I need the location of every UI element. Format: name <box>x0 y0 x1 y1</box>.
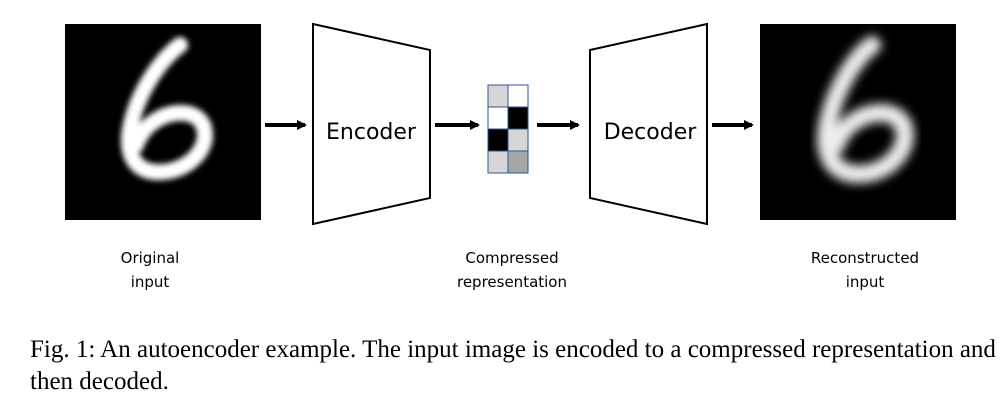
figure-caption: Fig. 1: An autoencoder example. The inpu… <box>30 336 996 395</box>
reconstructed-label-line2: input <box>846 273 885 291</box>
code-cell <box>507 150 529 174</box>
decoder-block: Decoder <box>589 22 708 226</box>
code-cell <box>507 128 529 152</box>
decoder-label: Decoder <box>604 120 698 145</box>
original-input-label-line1: Original <box>121 249 180 267</box>
code-cell <box>507 106 529 130</box>
digit-six-glyph-blurred <box>817 36 914 184</box>
encoder-label: Encoder <box>326 120 417 145</box>
encoder-block: Encoder <box>312 22 431 226</box>
original-input-label-line2: input <box>131 273 170 291</box>
code-cell <box>487 106 509 130</box>
digit-six-glyph <box>121 37 213 181</box>
original-input-image <box>65 24 261 220</box>
reconstructed-label-line1: Reconstructed <box>811 249 919 267</box>
compressed-label-line1: Compressed <box>465 249 558 267</box>
reconstructed-input-image <box>760 24 956 220</box>
code-cell <box>487 84 509 108</box>
compressed-representation-grid <box>487 84 529 174</box>
code-cell <box>487 150 509 174</box>
code-cell <box>507 84 529 108</box>
code-cell <box>487 128 509 152</box>
compressed-label-line2: representation <box>457 273 567 291</box>
